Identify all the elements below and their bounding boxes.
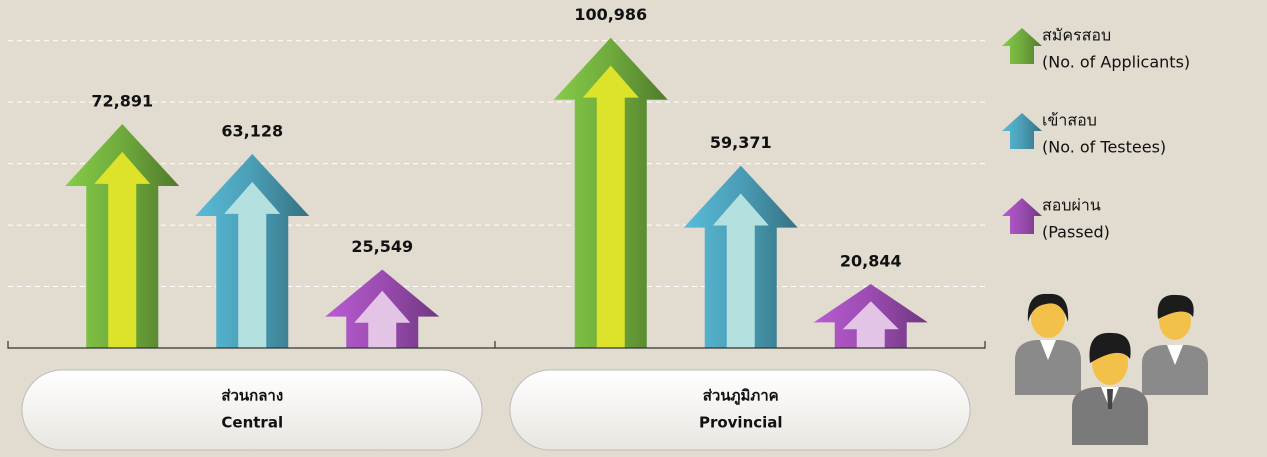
value-label: 25,549 bbox=[351, 237, 413, 256]
legend-label-en: (No. of Testees) bbox=[1042, 138, 1166, 157]
value-label: 20,844 bbox=[840, 251, 902, 270]
value-label: 100,986 bbox=[574, 5, 647, 24]
category-label-en: Provincial bbox=[699, 414, 783, 432]
category-label: ส่วนกลาง bbox=[221, 387, 283, 405]
category-pill bbox=[22, 370, 482, 450]
value-label: 72,891 bbox=[91, 92, 153, 111]
legend-label-en: (No. of Applicants) bbox=[1042, 53, 1190, 72]
value-label: 59,371 bbox=[710, 133, 772, 152]
category-label-en: Central bbox=[221, 414, 283, 432]
legend-label: สอบผ่าน bbox=[1042, 196, 1101, 215]
chart: ส่วนกลาง Central 72,891 63,128 25,549 ส่วนภูม… bbox=[0, 0, 1267, 457]
legend-label: เข้าสอบ bbox=[1042, 111, 1097, 130]
category-label: ส่วนภูมิภาค bbox=[703, 387, 779, 406]
category-pill bbox=[510, 370, 970, 450]
legend-label: สมัครสอบ bbox=[1042, 26, 1111, 45]
value-label: 63,128 bbox=[221, 122, 283, 141]
legend-label-en: (Passed) bbox=[1042, 223, 1110, 242]
